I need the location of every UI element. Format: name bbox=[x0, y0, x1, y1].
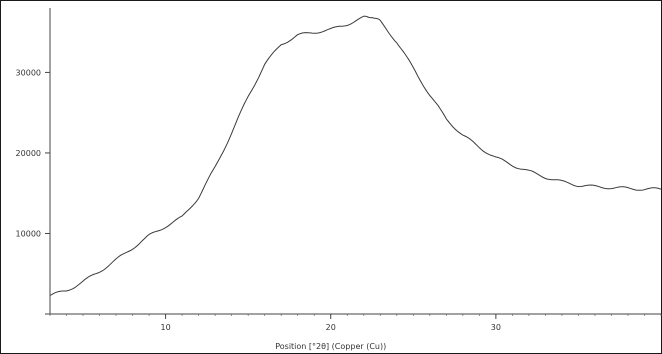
axes bbox=[49, 8, 661, 315]
diffraction-pattern-line bbox=[49, 15, 662, 296]
y-tick-label: 10000 bbox=[16, 229, 41, 238]
x-axis-title: Position [°2θ] (Copper (Cu)) bbox=[275, 342, 386, 351]
y-tick-label: 30000 bbox=[16, 68, 41, 77]
x-tick-label: 30 bbox=[491, 323, 501, 332]
x-tick-label: 20 bbox=[326, 323, 336, 332]
x-tick-label: 10 bbox=[161, 323, 171, 332]
x-ticks: 10 20 30 bbox=[161, 314, 501, 332]
y-ticks: 10000 20000 30000 bbox=[16, 68, 50, 315]
y-tick-label: 20000 bbox=[16, 149, 41, 158]
